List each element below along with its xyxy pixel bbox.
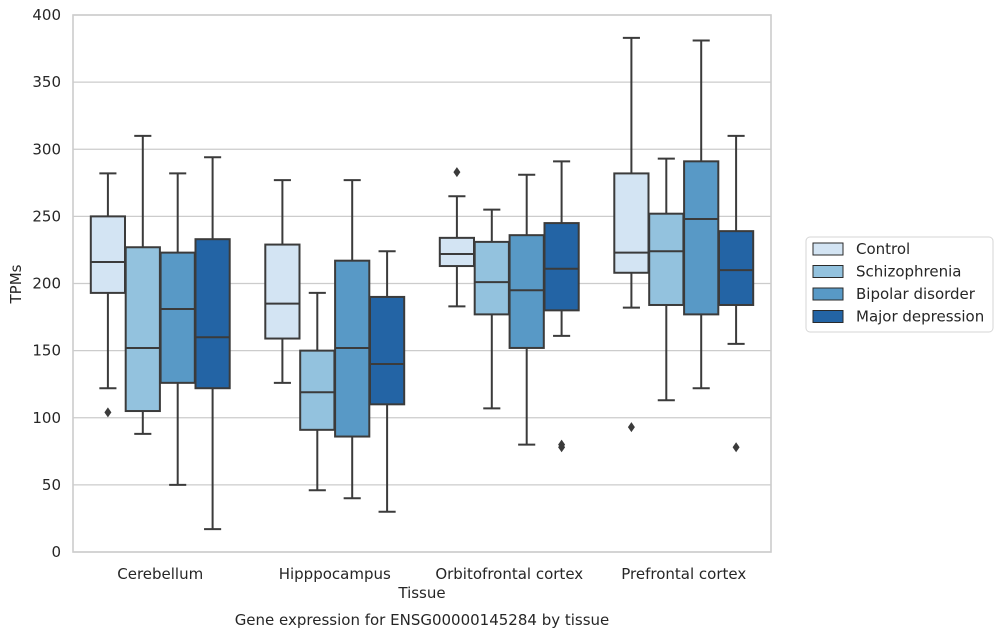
plot-frame: [72, 14, 772, 553]
figure-caption: Gene expression for ENSG00000145284 by t…: [235, 611, 610, 629]
box-control: [264, 179, 301, 384]
y-tick-labels: 0 50 100 150 200 250 300 350 400: [32, 6, 61, 561]
y-tick-label: 250: [32, 207, 61, 225]
legend-label: Schizophrenia: [856, 263, 961, 281]
box-major-depression: [543, 160, 580, 453]
box-schizophrenia: [124, 134, 161, 435]
box-bipolar-disorder: [159, 172, 196, 486]
legend-label: Bipolar disorder: [856, 285, 976, 303]
box-control: [613, 36, 650, 433]
box-control: [89, 172, 127, 418]
iqr-box: [264, 243, 301, 340]
outlier-point: [453, 167, 461, 178]
iqr-box: [508, 234, 545, 349]
iqr-box: [543, 222, 580, 312]
legend-swatch: [812, 310, 844, 323]
y-tick-label: 200: [32, 275, 61, 293]
legend-frame: [805, 236, 994, 333]
box-schizophrenia: [299, 291, 336, 492]
iqr-box: [683, 160, 720, 316]
iqr-box: [648, 212, 685, 306]
box-bipolar-disorder: [508, 173, 545, 446]
iqr-box: [613, 172, 650, 274]
legend-label: Major depression: [856, 308, 984, 326]
y-tick-label: 150: [32, 342, 61, 360]
y-tick-label: 350: [32, 73, 61, 91]
iqr-box: [717, 230, 755, 306]
x-tick-label: Prefrontal cortex: [621, 565, 746, 583]
outlier-point: [558, 439, 566, 450]
iqr-box: [438, 236, 476, 268]
box-major-depression: [368, 250, 406, 513]
iqr-box: [124, 246, 161, 413]
outlier-point: [732, 442, 740, 453]
x-tick-label: Cerebellum: [117, 565, 203, 583]
x-axis-label: Tissue: [397, 584, 445, 602]
y-tick-label: 0: [51, 543, 61, 561]
iqr-box: [368, 295, 406, 406]
iqr-box: [89, 215, 127, 294]
box-schizophrenia: [473, 208, 510, 410]
iqr-box: [473, 240, 510, 316]
legend-items: Control Schizophrenia Bipolar disorder Majo…: [812, 240, 984, 326]
legend-swatch: [812, 265, 844, 278]
legend-label: Control: [856, 240, 910, 258]
box-control: [438, 167, 476, 308]
y-tick-label: 300: [32, 140, 61, 158]
y-tick-label: 100: [32, 409, 61, 427]
boxes: [89, 36, 755, 531]
x-tick-labels: Cerebellum Hipppocampus Orbitofrontal cort…: [117, 565, 746, 583]
y-tick-label: 400: [32, 6, 61, 24]
legend: Control Schizophrenia Bipolar disorder Majo…: [805, 236, 994, 333]
iqr-box: [194, 238, 231, 390]
iqr-box: [159, 251, 196, 384]
legend-swatch: [812, 242, 844, 256]
y-axis-label: TPMs: [7, 264, 25, 304]
box-schizophrenia: [648, 157, 685, 402]
x-tick-label: Hipppocampus: [279, 565, 391, 583]
box-bipolar-disorder: [683, 39, 720, 390]
iqr-box: [299, 349, 336, 431]
y-tick-label: 50: [42, 476, 61, 494]
outlier-point: [627, 422, 635, 433]
legend-swatch: [812, 287, 844, 301]
box-major-depression: [717, 134, 755, 453]
outlier-point: [104, 407, 112, 418]
box-bipolar-disorder: [334, 179, 371, 500]
x-tick-label: Orbitofrontal cortex: [435, 565, 583, 583]
box-major-depression: [194, 156, 231, 531]
